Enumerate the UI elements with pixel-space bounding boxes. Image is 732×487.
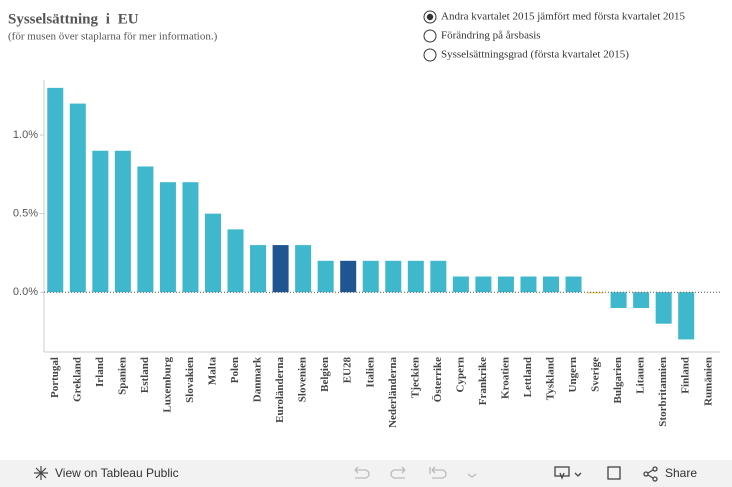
bar[interactable] (182, 182, 199, 293)
bar[interactable] (452, 276, 469, 293)
x-tick-label: Sverige (590, 357, 602, 392)
bar[interactable] (250, 245, 267, 293)
x-tick-label: Nederländerna (387, 357, 399, 428)
bar[interactable] (272, 245, 289, 293)
x-tick-label: Tyskland (545, 357, 557, 400)
x-tick-label: Italien (364, 357, 376, 388)
bar[interactable] (137, 166, 154, 293)
x-tick-label: Litauen (635, 357, 647, 394)
x-tick-label: Slovenien (297, 357, 309, 402)
x-tick-label: Luxemburg (161, 357, 173, 413)
x-tick-label: Bulgarien (612, 357, 624, 403)
radio-button[interactable] (423, 48, 437, 62)
bar[interactable] (610, 292, 627, 308)
bar[interactable] (69, 103, 86, 293)
x-tick-label: Belgien (319, 357, 331, 392)
bar[interactable] (655, 292, 672, 324)
bar[interactable] (385, 260, 402, 293)
bar[interactable] (678, 292, 695, 340)
chart-title: Sysselsättning i EU (8, 11, 139, 27)
bar[interactable] (205, 213, 221, 293)
bar[interactable] (362, 260, 379, 293)
bar[interactable] (92, 150, 109, 293)
x-tick-label: Polen (229, 357, 241, 383)
bar[interactable] (430, 260, 447, 293)
toolbar (0, 460, 732, 487)
x-tick-label: Storbritannien (657, 357, 669, 427)
x-tick-label: Finland (680, 357, 692, 394)
x-tick-label: Irland (94, 357, 106, 387)
radio-label[interactable]: Andra kvartalet 2015 jämfört med första … (441, 11, 686, 23)
x-tick-label: Estland (139, 357, 151, 393)
bar[interactable] (407, 260, 424, 293)
bar[interactable] (520, 276, 537, 293)
x-tick-label: Portugal (49, 357, 61, 398)
bar[interactable] (497, 276, 514, 293)
bar[interactable] (475, 276, 492, 293)
view-link[interactable]: View on Tableau Public (55, 466, 179, 480)
x-tick-label: Kroatien (499, 357, 511, 399)
x-tick-label: Grekland (71, 357, 83, 402)
x-tick-label: Lettland (522, 357, 534, 397)
radio-dot (426, 13, 434, 21)
y-tick-label: 0.0% (13, 286, 38, 298)
bar[interactable] (543, 276, 559, 293)
toolbar-actions[interactable] (554, 466, 658, 482)
x-tick-label: Slovakien (184, 357, 196, 403)
bar[interactable] (159, 182, 176, 293)
x-tick-label: Ungern (567, 357, 579, 392)
tableau-icon[interactable] (34, 466, 48, 480)
radio-label[interactable]: Förändring på årsbasis (441, 30, 541, 42)
x-tick-label: Tjeckien (409, 357, 421, 398)
bar[interactable] (295, 245, 312, 293)
x-tick-label: Rumänien (702, 357, 714, 406)
bar[interactable] (114, 150, 131, 293)
x-tick-label: EU28 (342, 357, 354, 384)
x-tick-label: Österrike (431, 357, 444, 402)
bar[interactable] (633, 292, 650, 308)
x-tick-label: Spanien (116, 357, 128, 395)
radio-button[interactable] (423, 29, 437, 43)
x-tick-label: Malta (207, 357, 219, 386)
radio-label[interactable]: Sysselsättningsgrad (första kvartalet 20… (441, 49, 629, 61)
x-tick-label: Danmark (252, 356, 264, 402)
bar[interactable] (340, 260, 357, 293)
bar[interactable] (47, 87, 64, 293)
share-button[interactable]: Share (665, 466, 697, 480)
y-tick-label: 0.5% (13, 208, 38, 220)
y-tick-label: 1.0% (13, 129, 38, 141)
x-tick-label: Euroländerna (274, 357, 286, 423)
toolbar-icons (354, 466, 477, 479)
bar[interactable] (227, 229, 244, 293)
x-tick-label: Frankrike (477, 357, 489, 405)
bar[interactable] (565, 276, 582, 293)
x-tick-label: Cypern (454, 357, 466, 392)
chart-subtitle: (för musen över staplarna för mer inform… (8, 31, 218, 43)
bar[interactable] (317, 260, 334, 293)
